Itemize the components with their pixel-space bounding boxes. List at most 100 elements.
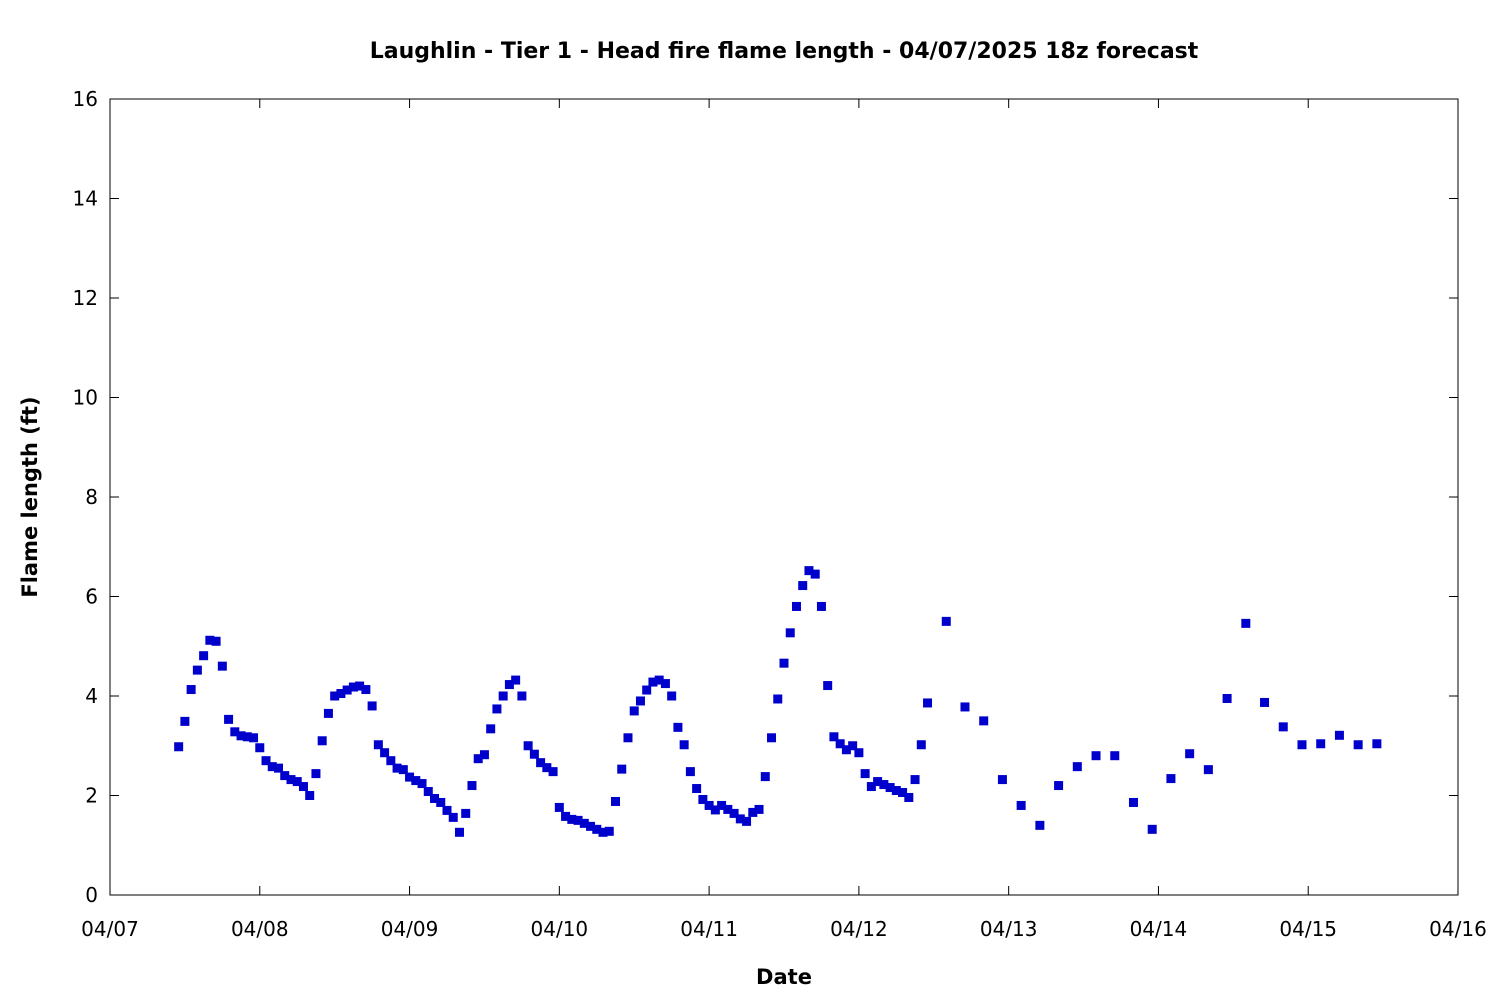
data-point xyxy=(504,680,514,690)
data-point xyxy=(280,771,290,781)
data-point xyxy=(760,772,770,782)
data-point xyxy=(679,740,689,750)
y-tick-label: 2 xyxy=(85,784,98,808)
x-tick-label: 04/07 xyxy=(81,917,139,941)
data-point xyxy=(317,736,327,746)
data-point xyxy=(860,769,870,779)
data-point xyxy=(436,797,446,807)
data-point xyxy=(523,741,533,751)
data-point xyxy=(979,716,989,726)
x-tick-label: 04/15 xyxy=(1279,917,1337,941)
data-point xyxy=(654,675,664,685)
data-point xyxy=(1016,800,1026,810)
data-point xyxy=(242,732,252,742)
data-point xyxy=(292,777,302,787)
data-point xyxy=(604,826,614,836)
data-point xyxy=(592,824,602,834)
x-tick-label: 04/08 xyxy=(231,917,289,941)
data-point xyxy=(249,733,259,743)
y-axis-label: Flame length (ft) xyxy=(18,396,42,597)
data-point xyxy=(342,685,352,695)
data-point xyxy=(192,665,202,675)
data-point xyxy=(411,776,421,786)
data-point xyxy=(904,792,914,802)
y-tick-label: 8 xyxy=(85,485,98,509)
chart-title: Laughlin - Tier 1 - Head fire flame leng… xyxy=(370,39,1199,64)
data-point xyxy=(717,800,727,810)
data-point xyxy=(542,763,552,773)
data-point xyxy=(841,745,851,755)
data-point xyxy=(673,722,683,732)
data-point xyxy=(461,808,471,818)
data-point xyxy=(536,758,546,768)
data-point xyxy=(573,815,583,825)
data-point xyxy=(723,804,733,814)
data-point xyxy=(486,724,496,734)
data-point xyxy=(1334,730,1344,740)
data-point xyxy=(398,765,408,775)
x-tick-label: 04/12 xyxy=(830,917,888,941)
data-point xyxy=(623,733,633,743)
x-tick-label: 04/16 xyxy=(1429,917,1487,941)
data-point xyxy=(742,816,752,826)
data-point xyxy=(417,779,427,789)
data-point xyxy=(1241,618,1251,628)
data-point xyxy=(891,786,901,796)
data-point xyxy=(879,780,889,790)
data-point xyxy=(848,741,858,751)
data-point xyxy=(298,782,308,792)
data-point xyxy=(454,827,464,837)
data-point xyxy=(916,740,926,750)
data-point xyxy=(835,739,845,749)
data-point xyxy=(885,783,895,793)
data-point xyxy=(579,818,589,828)
data-point xyxy=(205,635,215,645)
data-point xyxy=(635,696,645,706)
data-point xyxy=(211,636,221,646)
data-point xyxy=(941,616,951,626)
data-point xyxy=(710,805,720,815)
data-point xyxy=(898,788,908,798)
data-point xyxy=(829,732,839,742)
data-point xyxy=(230,727,240,737)
data-point xyxy=(1297,740,1307,750)
data-point xyxy=(1185,749,1195,759)
data-point xyxy=(274,763,283,773)
data-point xyxy=(261,756,271,766)
x-tick-label: 04/14 xyxy=(1130,917,1188,941)
data-point xyxy=(735,814,745,824)
data-point xyxy=(305,791,315,800)
data-point xyxy=(380,748,390,758)
data-point xyxy=(174,742,184,752)
data-point xyxy=(1035,820,1045,830)
data-point xyxy=(517,691,527,701)
x-axis-label: Date xyxy=(756,965,812,989)
data-point xyxy=(479,750,489,760)
data-point xyxy=(1260,697,1270,707)
data-point xyxy=(186,685,196,695)
data-point xyxy=(430,793,440,803)
data-point xyxy=(960,702,970,712)
data-point xyxy=(199,651,209,661)
data-point xyxy=(311,769,321,779)
data-point xyxy=(180,716,190,726)
tick-labels: 0 2 4 6 8 10 12 14 16 04/07 04/08 04/09 04/10 04/11 04… xyxy=(73,87,1487,941)
data-point xyxy=(823,681,833,691)
data-point xyxy=(224,714,234,724)
data-point xyxy=(1128,797,1138,807)
data-point xyxy=(1110,751,1120,761)
data-point xyxy=(923,698,933,708)
data-point xyxy=(1203,765,1213,775)
data-point xyxy=(866,782,876,792)
data-point xyxy=(586,821,596,831)
y-tick-label: 16 xyxy=(73,87,98,111)
data-point xyxy=(492,704,502,714)
data-point xyxy=(816,601,826,611)
data-point xyxy=(810,569,820,579)
data-point xyxy=(667,691,677,701)
data-point xyxy=(1316,739,1326,749)
data-point xyxy=(754,804,764,814)
data-point xyxy=(873,777,883,787)
data-point xyxy=(660,679,670,689)
